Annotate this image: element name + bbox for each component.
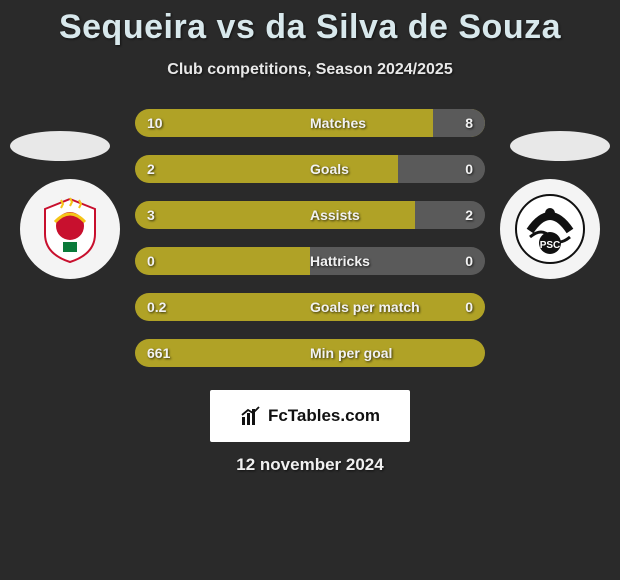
stat-value-left: 10 — [147, 115, 163, 131]
stat-bar-right — [415, 201, 485, 229]
stat-row: 10 Matches 8 — [135, 109, 485, 137]
stat-label: Min per goal — [310, 345, 392, 361]
stat-value-right: 8 — [465, 115, 473, 131]
stat-label: Assists — [310, 207, 360, 223]
benfica-icon — [35, 194, 105, 264]
svg-text:PSC: PSC — [540, 240, 561, 251]
stat-value-left: 2 — [147, 161, 155, 177]
stat-value-left: 3 — [147, 207, 155, 223]
stat-row: 3 Assists 2 — [135, 201, 485, 229]
stat-row: 0.2 Goals per match 0 — [135, 293, 485, 321]
chart-icon — [240, 405, 262, 427]
stat-value-right: 2 — [465, 207, 473, 223]
stat-row: 661 Min per goal — [135, 339, 485, 367]
player-left-avatar — [10, 131, 110, 161]
portimonense-icon: PSC — [514, 193, 586, 265]
branding-badge[interactable]: FcTables.com — [210, 390, 410, 442]
branding-text: FcTables.com — [268, 406, 380, 426]
club-badge-left — [20, 179, 120, 279]
stat-label: Matches — [310, 115, 366, 131]
stat-bar-left — [135, 247, 310, 275]
page-title: Sequeira vs da Silva de Souza — [0, 0, 620, 47]
date-line: 12 november 2024 — [0, 455, 620, 475]
stat-value-right: 0 — [465, 161, 473, 177]
stat-label: Goals — [310, 161, 349, 177]
stat-label: Goals per match — [310, 299, 420, 315]
stat-row: 2 Goals 0 — [135, 155, 485, 183]
stat-row: 0 Hattricks 0 — [135, 247, 485, 275]
stat-value-right: 0 — [465, 299, 473, 315]
stat-value-left: 661 — [147, 345, 170, 361]
stat-value-left: 0 — [147, 253, 155, 269]
subtitle: Club competitions, Season 2024/2025 — [0, 61, 620, 79]
club-badge-right: PSC — [500, 179, 600, 279]
player-right-avatar — [510, 131, 610, 161]
stat-bar-left — [135, 201, 415, 229]
stat-value-right: 0 — [465, 253, 473, 269]
stat-value-left: 0.2 — [147, 299, 166, 315]
stat-bar-right — [433, 109, 486, 137]
stat-bar-left — [135, 155, 398, 183]
stat-label: Hattricks — [310, 253, 370, 269]
stat-bars: 10Matches82Goals03Assists20Hattricks00.2… — [135, 109, 485, 385]
